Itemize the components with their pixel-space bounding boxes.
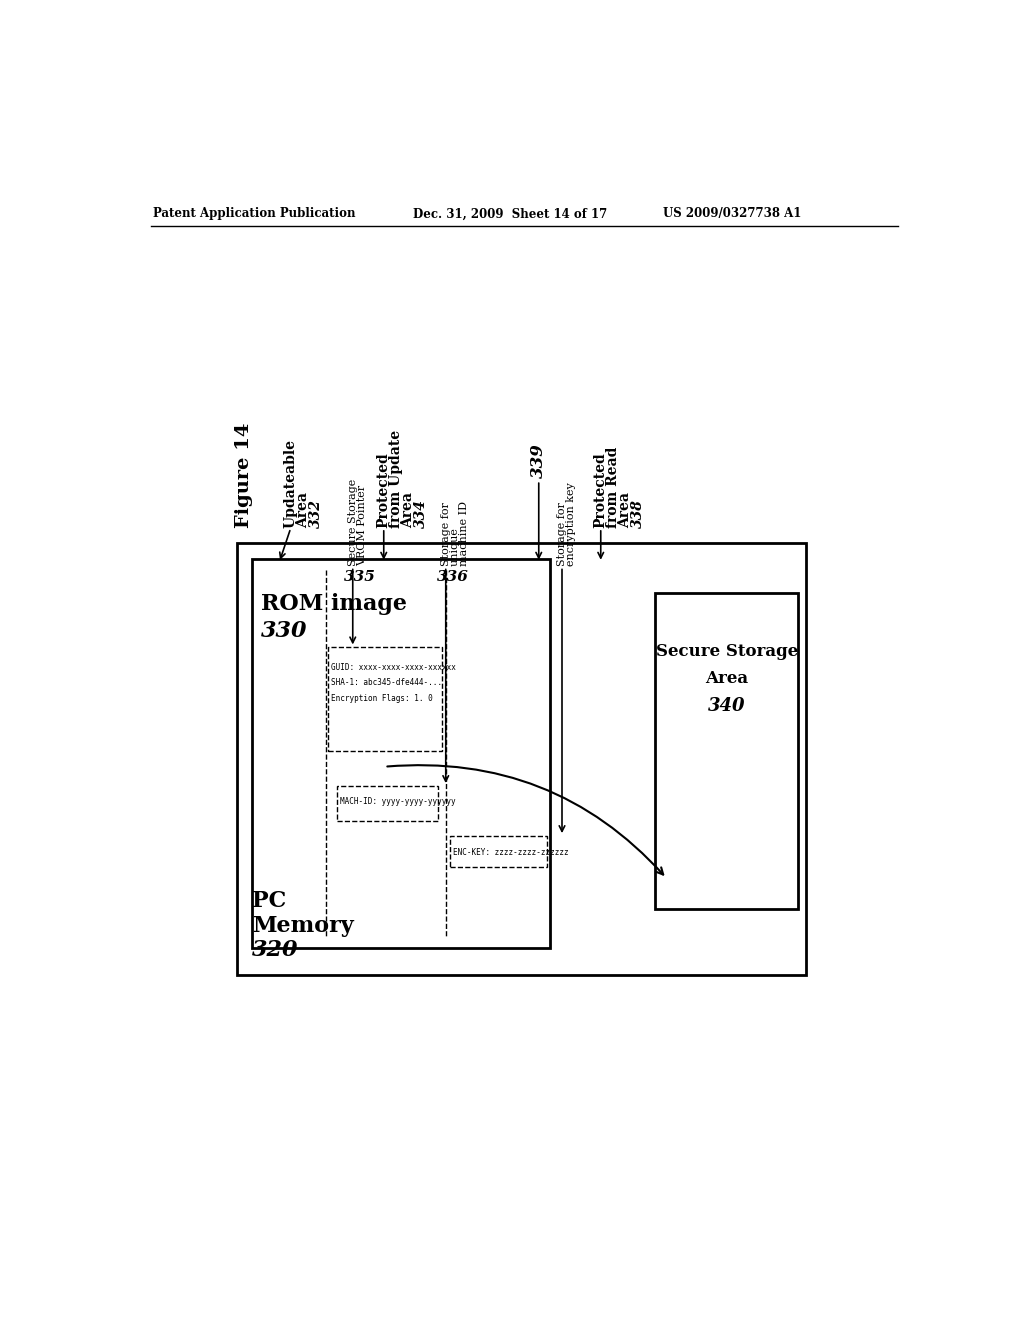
FancyArrowPatch shape xyxy=(387,766,664,875)
Text: MACH-ID: yyyy-yyyy-yyyyyy: MACH-ID: yyyy-yyyy-yyyyyy xyxy=(340,797,456,807)
Text: unique: unique xyxy=(451,528,460,566)
Text: Memory: Memory xyxy=(252,915,353,937)
Text: Dec. 31, 2009  Sheet 14 of 17: Dec. 31, 2009 Sheet 14 of 17 xyxy=(414,207,607,220)
Text: Secure Storage: Secure Storage xyxy=(655,644,798,660)
Text: Protected: Protected xyxy=(377,453,391,528)
Text: SHA-1: abc345-dfe444-...: SHA-1: abc345-dfe444-... xyxy=(331,678,442,688)
Text: 334: 334 xyxy=(414,499,428,528)
Text: 330: 330 xyxy=(261,620,308,643)
Text: encryption key: encryption key xyxy=(566,483,577,566)
Text: 339: 339 xyxy=(530,444,547,478)
Text: 332: 332 xyxy=(308,499,323,528)
Text: Area: Area xyxy=(618,492,633,528)
Text: US 2009/0327738 A1: US 2009/0327738 A1 xyxy=(663,207,801,220)
Text: 320: 320 xyxy=(252,940,299,961)
Text: Figure 14: Figure 14 xyxy=(236,422,253,528)
Text: PC: PC xyxy=(252,890,287,912)
Text: Updateable: Updateable xyxy=(284,440,298,528)
Bar xyxy=(655,594,799,909)
Text: from Read: from Read xyxy=(606,446,621,528)
Text: 335: 335 xyxy=(343,570,376,583)
Bar xyxy=(237,544,806,974)
Bar xyxy=(252,558,550,948)
Text: from Update: from Update xyxy=(389,430,403,528)
Text: Area: Area xyxy=(401,492,416,528)
Text: Storage for: Storage for xyxy=(557,503,567,566)
Text: 340: 340 xyxy=(708,697,745,715)
Text: VROM Pointer: VROM Pointer xyxy=(357,486,367,566)
Text: ROM image: ROM image xyxy=(261,594,408,615)
Text: machine ID: machine ID xyxy=(460,502,469,566)
Text: 336: 336 xyxy=(436,570,468,583)
Text: ENC-KEY: zzzz-zzzz-zzzzzz: ENC-KEY: zzzz-zzzz-zzzzzz xyxy=(453,847,568,857)
Text: Area: Area xyxy=(296,492,310,528)
Text: Storage for: Storage for xyxy=(440,503,451,566)
Bar xyxy=(337,785,438,821)
Bar xyxy=(450,836,547,867)
Text: 338: 338 xyxy=(631,499,645,528)
Text: Area: Area xyxy=(706,671,749,688)
Text: GUID: xxxx-xxxx-xxxx-xxxxxx: GUID: xxxx-xxxx-xxxx-xxxxxx xyxy=(331,663,456,672)
Text: Secure Storage: Secure Storage xyxy=(348,479,357,566)
Bar xyxy=(328,647,442,751)
Text: Encryption Flags: 1. 0: Encryption Flags: 1. 0 xyxy=(331,693,433,702)
Text: Protected: Protected xyxy=(594,453,608,528)
Text: Patent Application Publication: Patent Application Publication xyxy=(153,207,355,220)
